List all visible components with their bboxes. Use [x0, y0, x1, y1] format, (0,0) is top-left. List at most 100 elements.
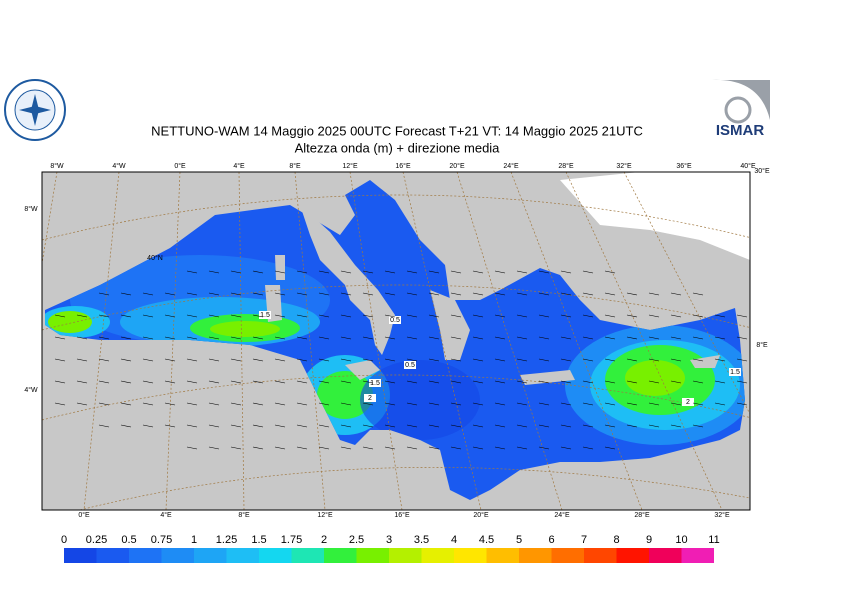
direction-arrow — [186, 446, 198, 450]
direction-arrow — [560, 358, 572, 362]
direction-arrow — [252, 314, 264, 318]
direction-arrow — [516, 358, 528, 362]
colorbar-label: 6 — [548, 534, 554, 546]
direction-arrow — [450, 336, 462, 340]
direction-arrow — [428, 336, 440, 340]
direction-arrow — [736, 380, 748, 384]
direction-arrow — [494, 424, 506, 428]
direction-arrow — [76, 336, 88, 340]
direction-arrow — [384, 402, 396, 406]
lon-label: 32°E — [616, 162, 632, 170]
direction-arrow — [186, 402, 198, 406]
direction-arrow — [472, 314, 484, 318]
direction-arrow — [692, 358, 704, 362]
direction-arrow — [230, 424, 242, 428]
direction-arrow — [450, 314, 462, 318]
direction-arrow — [318, 336, 330, 340]
direction-arrow — [296, 424, 308, 428]
direction-arrow — [560, 446, 572, 450]
direction-arrow — [560, 380, 572, 384]
direction-arrow — [582, 336, 594, 340]
direction-arrow — [208, 402, 220, 406]
direction-arrow — [472, 358, 484, 362]
direction-arrow — [186, 292, 198, 296]
contour-label: 1.5 — [370, 380, 380, 387]
direction-arrow — [604, 380, 616, 384]
direction-arrow — [98, 292, 110, 296]
colorbar: 0 0.25 0.5 0.75 1 1.25 1.5 1.75 2 2.5 3 3.5 4 4.5 5 6 7 8… — [61, 534, 720, 563]
direction-arrow — [450, 402, 462, 406]
direction-arrow — [670, 424, 682, 428]
colorbar-swatch — [291, 548, 324, 563]
direction-arrow — [340, 358, 352, 362]
colorbar-swatch — [681, 548, 714, 563]
direction-arrow — [98, 380, 110, 384]
direction-arrow — [494, 270, 506, 274]
direction-arrow — [450, 292, 462, 296]
direction-arrow — [318, 446, 330, 450]
direction-arrow — [362, 358, 374, 362]
direction-arrow — [252, 446, 264, 450]
direction-arrow — [142, 358, 154, 362]
direction-arrow — [120, 358, 132, 362]
colorbar-swatch — [226, 548, 259, 563]
direction-arrow — [648, 424, 660, 428]
direction-arrow — [670, 336, 682, 340]
colorbar-label: 3 — [386, 534, 392, 546]
direction-arrow — [428, 402, 440, 406]
map-frame — [41, 171, 751, 511]
direction-arrow — [274, 446, 286, 450]
colorbar-label: 7 — [581, 534, 587, 546]
direction-arrow — [406, 446, 418, 450]
direction-arrow — [692, 402, 704, 406]
direction-arrow — [384, 270, 396, 274]
direction-arrow — [142, 424, 154, 428]
direction-arrow — [626, 336, 638, 340]
direction-arrow — [428, 424, 440, 428]
direction-arrow — [230, 358, 242, 362]
direction-arrow — [120, 292, 132, 296]
direction-arrow — [186, 336, 198, 340]
direction-arrow — [252, 380, 264, 384]
direction-arrow — [472, 424, 484, 428]
direction-arrow — [560, 292, 572, 296]
direction-arrow — [516, 270, 528, 274]
lon-label: 20°E — [473, 511, 489, 519]
direction-arrow — [384, 358, 396, 362]
direction-arrow — [252, 358, 264, 362]
colorbar-label: 1 — [191, 534, 197, 546]
direction-arrow — [384, 446, 396, 450]
colorbar-swatch — [519, 548, 552, 563]
colorbar-swatch — [389, 548, 422, 563]
direction-arrow — [318, 314, 330, 318]
direction-arrow — [604, 358, 616, 362]
contour-label-bg — [389, 316, 401, 324]
direction-arrow — [274, 292, 286, 296]
direction-arrow — [384, 314, 396, 318]
direction-arrow — [428, 446, 440, 450]
contour-label-bg — [729, 368, 741, 376]
direction-arrow — [648, 380, 660, 384]
direction-arrow — [164, 424, 176, 428]
direction-arrow — [406, 358, 418, 362]
direction-arrow — [186, 380, 198, 384]
direction-arrow — [604, 314, 616, 318]
colorbar-label: 1.25 — [216, 534, 237, 546]
colorbar-swatch — [194, 548, 227, 563]
direction-arrow — [384, 336, 396, 340]
direction-arrow — [406, 270, 418, 274]
contour-label: 0.5 — [390, 317, 400, 324]
colorbar-label: 11 — [708, 534, 719, 546]
direction-arrow — [120, 314, 132, 318]
contour-label-bg — [364, 394, 376, 402]
colorbar-label: 3.5 — [414, 534, 429, 546]
direction-arrow — [604, 336, 616, 340]
colorbar-label: 0.5 — [121, 534, 136, 546]
lat-label: 8°E — [756, 341, 768, 349]
direction-arrow — [54, 402, 66, 406]
direction-arrow — [472, 292, 484, 296]
colorbar-label: 0.25 — [86, 534, 107, 546]
direction-arrow — [252, 336, 264, 340]
direction-arrow — [472, 380, 484, 384]
direction-arrow — [428, 292, 440, 296]
